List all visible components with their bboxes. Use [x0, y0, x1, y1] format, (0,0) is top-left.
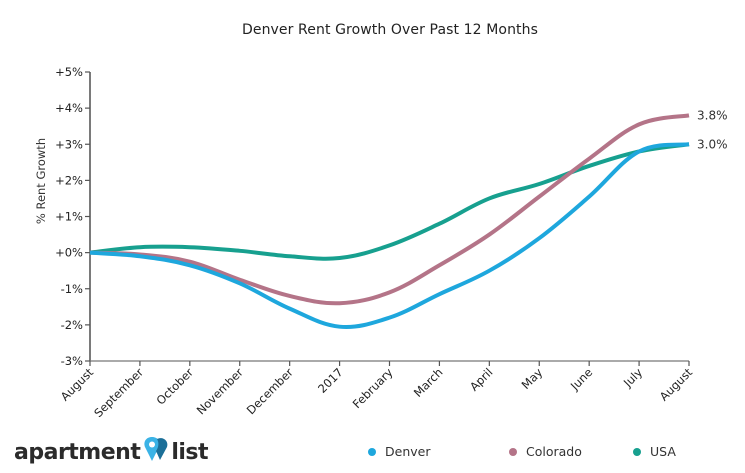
series-line-colorado	[89, 113, 690, 306]
apartment-list-logo: apartment list	[14, 436, 209, 468]
legend-label-denver: Denver	[385, 444, 431, 459]
labels-layer: +5%+4%+3%+2%+1%+0%-1%-2%-3%AugustSeptemb…	[55, 65, 727, 420]
chart-title: Denver Rent Growth Over Past 12 Months	[241, 22, 538, 38]
x-tick-label: March	[411, 365, 446, 400]
y-tick-label: +0%	[55, 246, 83, 260]
x-tick-label: August	[657, 365, 696, 404]
series-line-denver	[89, 142, 690, 329]
x-tick-label: 2017	[315, 365, 346, 396]
axes	[85, 71, 690, 366]
x-tick-label: February	[350, 365, 396, 411]
x-tick-label: April	[467, 365, 495, 393]
logo-text-list: list	[171, 439, 209, 465]
x-tick-label: September	[91, 365, 146, 420]
y-tick-label: +2%	[55, 173, 83, 187]
y-tick-label: +4%	[55, 101, 83, 115]
legend-item-usa: USA	[633, 444, 676, 459]
end-label-colorado: 3.8%	[697, 108, 728, 122]
end-label-denver: 3.0%	[697, 137, 728, 151]
x-tick-label: October	[154, 365, 197, 408]
legend-label-colorado: Colorado	[526, 444, 582, 459]
x-tick-label: July	[620, 365, 645, 390]
x-tick-label: June	[567, 365, 595, 393]
series-layer	[89, 113, 690, 329]
y-axis-title: % Rent Growth	[34, 138, 48, 224]
y-tick-label: +3%	[55, 137, 83, 151]
y-tick-label: -3%	[61, 354, 83, 368]
y-tick-label: -1%	[61, 282, 83, 296]
legend-label-usa: USA	[650, 444, 676, 459]
legend: Denver Colorado USA	[360, 444, 676, 459]
legend-swatch-colorado	[509, 447, 517, 456]
x-tick-label: August	[58, 365, 97, 404]
x-tick-label: November	[194, 365, 246, 417]
location-pin-icon	[144, 437, 168, 461]
series-line-usa	[89, 142, 690, 261]
logo-text-apartment: apartment	[14, 439, 141, 465]
x-tick-label: December	[244, 365, 296, 417]
x-tick-label: May	[519, 365, 546, 392]
y-tick-label: +5%	[55, 65, 83, 79]
legend-item-denver: Denver	[368, 444, 509, 459]
legend-item-colorado: Colorado	[509, 444, 633, 459]
legend-swatch-denver	[368, 447, 376, 456]
y-tick-label: +1%	[55, 210, 83, 224]
legend-swatch-usa	[633, 447, 641, 456]
y-tick-label: -2%	[61, 318, 83, 332]
